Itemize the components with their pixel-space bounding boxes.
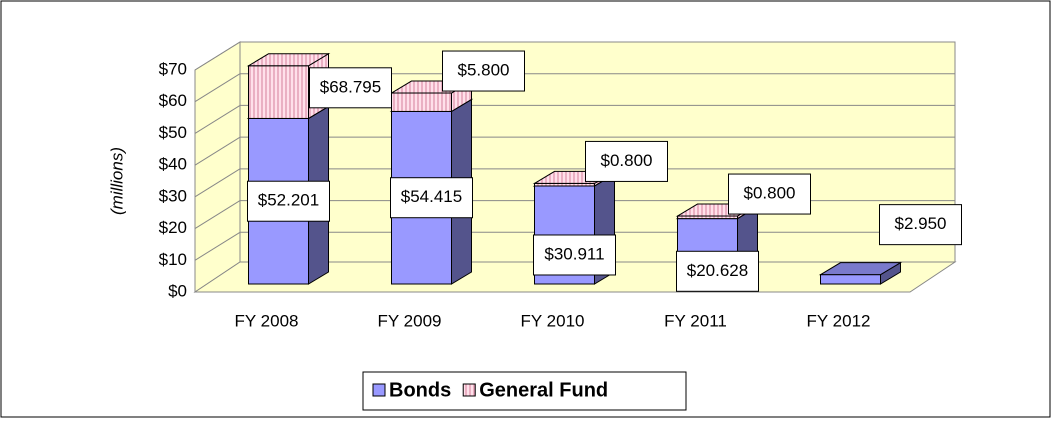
- data-label: $5.800: [458, 61, 510, 80]
- data-label: $54.415: [401, 187, 462, 206]
- y-tick-label: $60: [159, 91, 187, 110]
- grid-line: [194, 231, 241, 261]
- y-axis-label: (millions): [107, 147, 126, 215]
- data-label-box: [390, 177, 473, 219]
- data-label: $2.950: [895, 214, 947, 233]
- grid-line: [194, 105, 241, 134]
- bar-top: [246, 53, 331, 67]
- data-label-box: [247, 180, 330, 222]
- data-label-box: [442, 50, 525, 92]
- data-label: $30.911: [544, 244, 604, 263]
- y-tick-label: $10: [159, 250, 187, 269]
- grid-line: [194, 136, 241, 166]
- x-tick-label: FY 2010: [521, 311, 585, 330]
- y-tick-label: $70: [159, 59, 187, 78]
- grid-line: [194, 73, 241, 103]
- data-label-box: [676, 250, 759, 292]
- legend-label: General Fund: [479, 379, 608, 401]
- data-label-box: [309, 67, 392, 109]
- bar-top: [818, 262, 903, 276]
- data-label: $0.800: [744, 184, 796, 203]
- grid-line: [194, 200, 241, 229]
- y-tick-label: $50: [159, 123, 187, 142]
- data-label-box: [533, 234, 616, 276]
- data-label: $68.795: [320, 77, 381, 96]
- x-tick-label: FY 2012: [807, 311, 871, 330]
- y-tick-label: $30: [159, 186, 187, 205]
- y-tick-label: $0: [168, 281, 187, 300]
- data-label: $52.201: [258, 191, 319, 210]
- x-tick-label: FY 2008: [235, 311, 299, 330]
- y-tick-label: $40: [159, 155, 187, 174]
- x-tick-label: FY 2009: [378, 311, 442, 330]
- legend-swatch: [462, 383, 476, 397]
- data-label: $0.800: [601, 151, 653, 170]
- y-tick-label: $20: [159, 218, 187, 237]
- x-tick-label: FY 2011: [664, 311, 727, 330]
- data-label-box: [728, 173, 811, 215]
- bar-segment: [391, 92, 452, 112]
- legend-swatch: [372, 383, 386, 397]
- bar-segment: [248, 65, 309, 119]
- data-label: $20.628: [687, 261, 748, 280]
- legend-label: Bonds: [389, 379, 451, 401]
- legend: [362, 371, 687, 411]
- grid-line: [194, 168, 241, 198]
- bar-segment: [820, 274, 881, 285]
- data-label-box: [585, 140, 668, 182]
- grid-line: [194, 41, 241, 71]
- data-label-box: [879, 204, 962, 246]
